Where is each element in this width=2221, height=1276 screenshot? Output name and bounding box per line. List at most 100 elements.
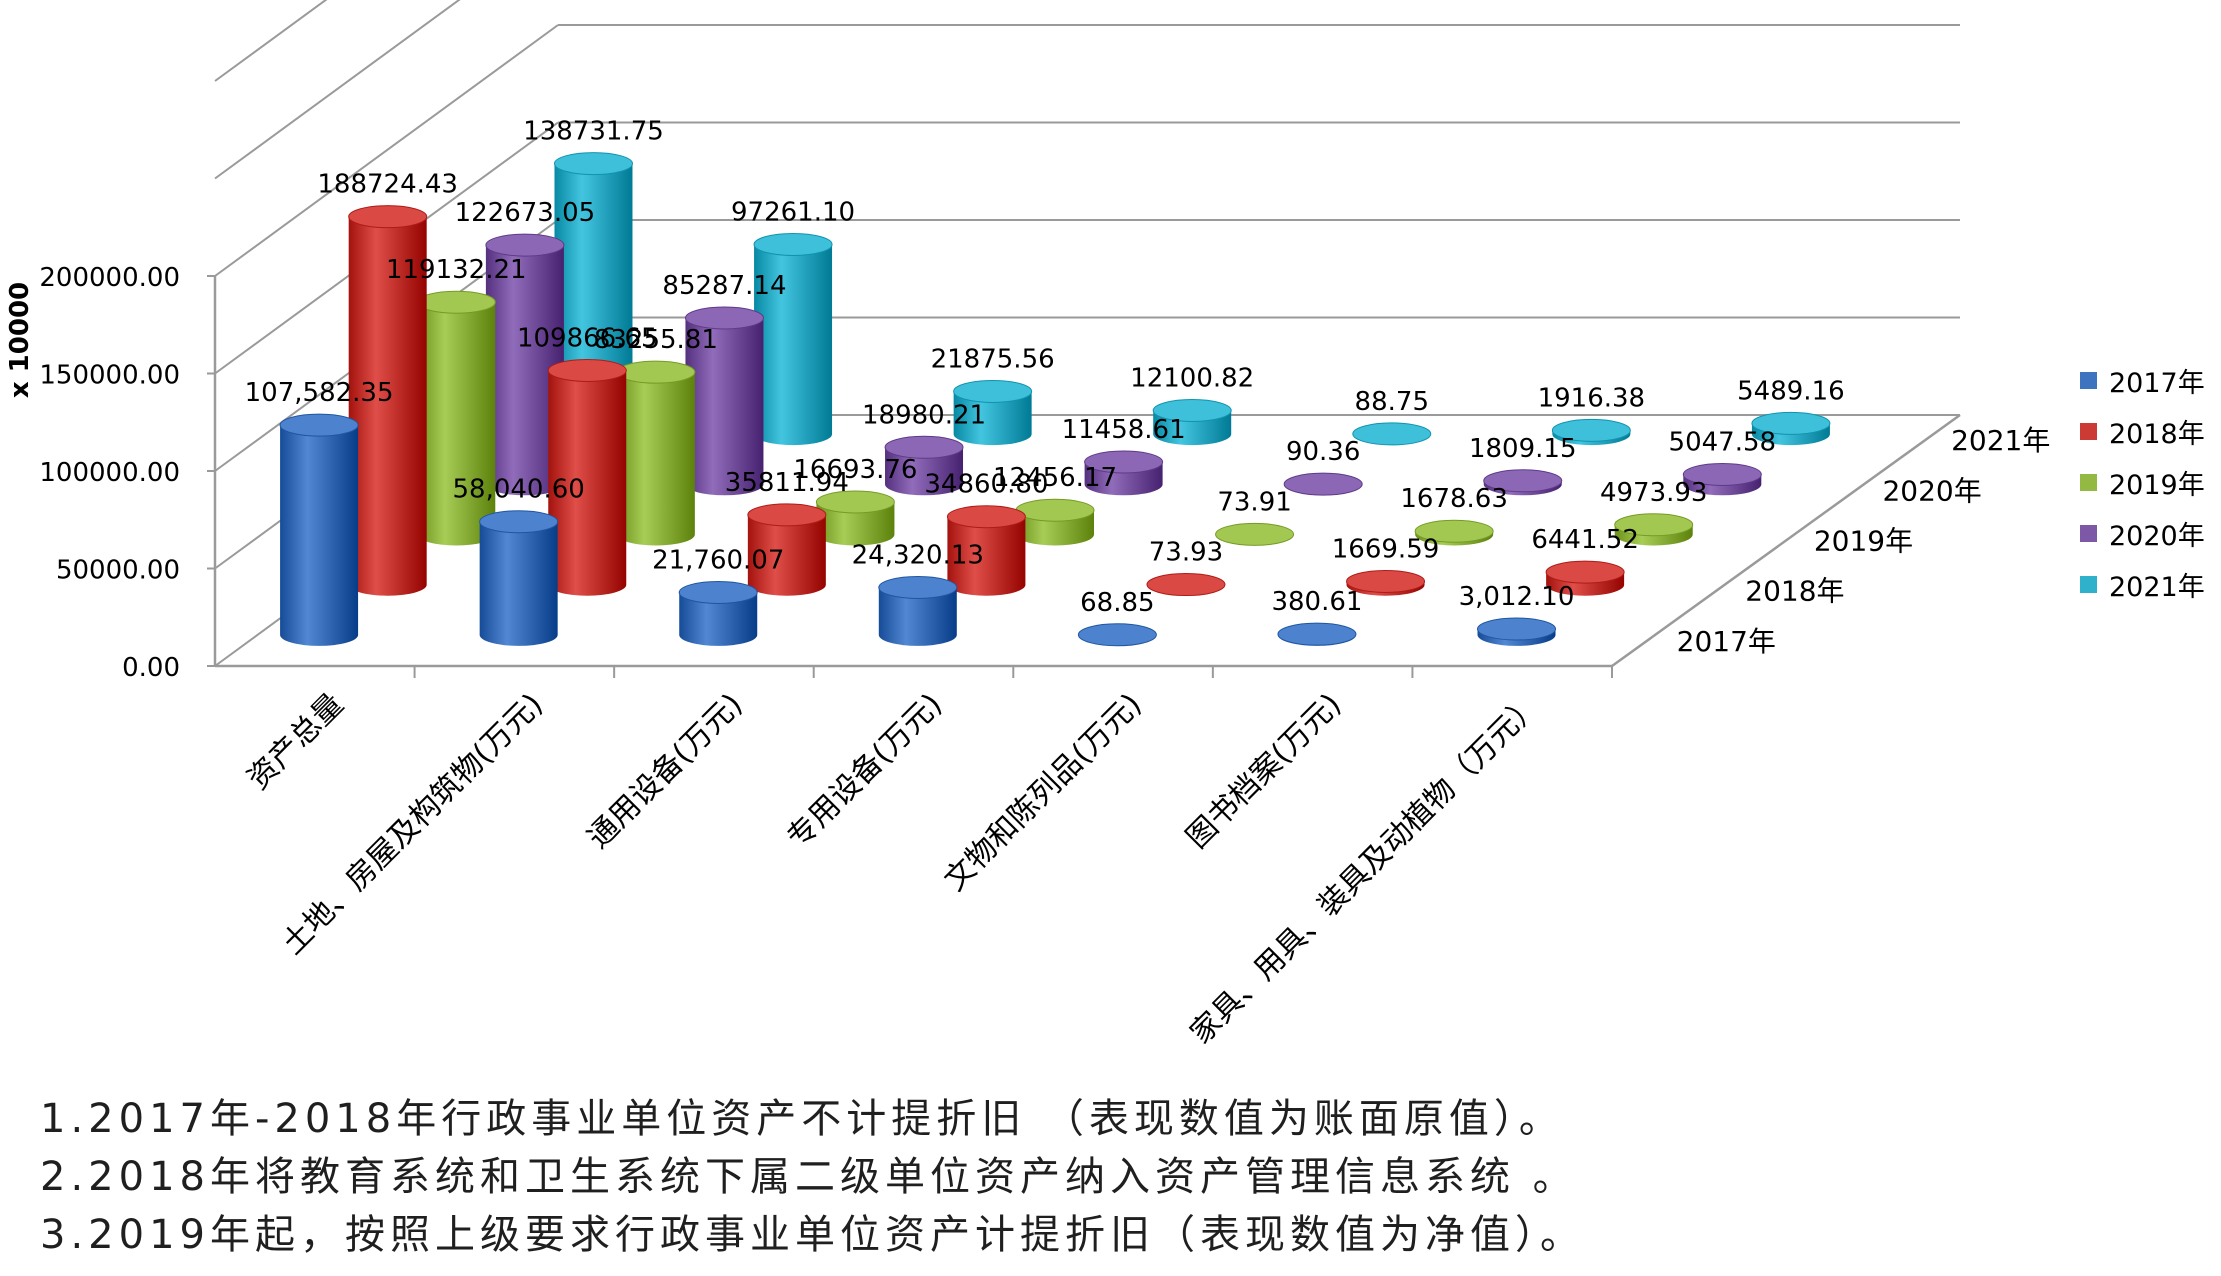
bar-2019年-3: [1015, 498, 1095, 546]
bar-body: [417, 302, 496, 546]
bar-2019年-0: [416, 290, 496, 546]
legend-label: 2019年: [2109, 470, 2205, 501]
y-axis-title: x 10000: [5, 282, 35, 398]
bar-body: [479, 521, 558, 646]
bar-2018年-5: [1346, 569, 1426, 596]
bar-2018年-3: [946, 505, 1026, 596]
bar-body: [947, 516, 1026, 596]
floor-right-edge: [1611, 413, 1961, 668]
bar-2017年-5: [1277, 622, 1357, 646]
data-label: 34860.80: [924, 470, 1048, 500]
chart-labels: 138731.75 97261.10 21875.56 12100.82 88.75 19…: [245, 117, 1845, 618]
bar-body: [348, 216, 427, 596]
bar-2020年-3: [1084, 450, 1164, 496]
data-label: 21,760.07: [652, 545, 784, 575]
bar-2021年-1: [753, 232, 833, 446]
bar-body: [878, 587, 957, 646]
bar-top: [1346, 569, 1426, 593]
bar-top: [747, 503, 827, 527]
bar-body: [747, 514, 826, 596]
depth-tick-label: 2021年: [1951, 424, 2050, 457]
data-label: 16693.76: [793, 455, 917, 485]
legend: 2017年 2018年 2019年 2020年 2021年: [2080, 355, 2205, 610]
data-label: 122673.05: [455, 198, 596, 228]
bar-2019年-2: [815, 490, 895, 546]
legend-item: 2021年: [2080, 559, 2205, 610]
bar-body: [754, 244, 833, 446]
bar-2020年-1: [684, 306, 764, 496]
bar-top: [884, 435, 964, 459]
bar-top: [1352, 422, 1432, 446]
depth-tick-label: 2020年: [1882, 474, 1981, 507]
depth-tick-label: 2017年: [1677, 625, 1776, 658]
data-label: 18980.21: [862, 400, 986, 430]
bar-top: [946, 505, 1026, 529]
bar-2018年-6: [1545, 560, 1625, 596]
legend-swatch: [2080, 423, 2097, 440]
bar-body: [885, 447, 964, 496]
bar-body: [953, 391, 1032, 446]
bar-2021年-5: [1551, 418, 1631, 446]
bar-2018年-2: [747, 503, 827, 596]
data-label: 73.91: [1217, 487, 1291, 517]
legend-label: 2018年: [2109, 419, 2205, 450]
bar-top: [953, 379, 1033, 403]
bar-top: [348, 205, 428, 229]
bar-2021年-3: [1152, 399, 1232, 446]
data-label: 24,320.13: [852, 540, 984, 570]
bar-2019年-4: [1215, 522, 1295, 546]
legend-item: 2018年: [2080, 406, 2205, 457]
footnote-1: 1.2017年-2018年行政事业单位资产不计提折旧 （表现数值为账面原值）。: [40, 1096, 1564, 1142]
bar-2020年-4: [1283, 472, 1363, 496]
y-tick-label: 0.00: [122, 653, 180, 683]
bar-top: [1682, 462, 1762, 486]
bar-2017年-0: [279, 413, 359, 646]
gridline-side: [214, 0, 328, 82]
bar-2020年-6: [1682, 462, 1762, 496]
bar-top: [1751, 411, 1831, 435]
gridline-side: [214, 24, 559, 277]
bar-2017年-2: [678, 580, 758, 646]
data-label: 68.85: [1080, 588, 1154, 618]
x-tick-label: 文物和陈列品(万元): [938, 687, 1149, 898]
bar-top: [553, 152, 633, 176]
bar-2018年-0: [348, 205, 428, 596]
legend-swatch: [2080, 474, 2097, 491]
bar-top: [1551, 418, 1631, 442]
x-tick-label: 图书档案(万元): [1180, 687, 1349, 856]
bar-top: [753, 232, 833, 256]
legend-label: 2021年: [2109, 572, 2205, 603]
bar-top: [878, 575, 958, 599]
depth-tick-label: 2018年: [1745, 575, 1844, 608]
bar-top: [1015, 498, 1095, 522]
bar-body: [485, 245, 564, 496]
bar-top: [1483, 469, 1563, 493]
data-label: 58,040.60: [452, 475, 584, 505]
data-label: 12456.17: [993, 463, 1117, 493]
footnotes: 1.2017年-2018年行政事业单位资产不计提折旧 （表现数值为账面原值）。 …: [40, 1090, 2190, 1264]
bar-2018年-1: [547, 358, 627, 596]
y-tick-label: 50000.00: [56, 556, 180, 586]
bar-body: [280, 425, 359, 646]
legend-swatch: [2080, 525, 2097, 542]
data-label: 88.75: [1355, 387, 1429, 417]
data-label: 1809.15: [1469, 434, 1577, 464]
chart-bars: [279, 152, 1831, 647]
data-label: 4973.93: [1600, 478, 1708, 508]
legend-label: 2020年: [2109, 521, 2205, 552]
footnote-3: 3.2019年起，按照上级要求行政事业单位资产计提折旧（表现数值为净值）。: [40, 1212, 1585, 1258]
bar-2017年-6: [1477, 617, 1557, 646]
y-tick-label: 200000.00: [39, 263, 180, 293]
bar-2020年-5: [1483, 469, 1563, 496]
data-label: 90.36: [1286, 437, 1360, 467]
bar-top: [1146, 573, 1226, 597]
data-label: 1916.38: [1538, 383, 1646, 413]
data-label: 109866.65: [517, 323, 658, 353]
y-tick-label: 150000.00: [39, 361, 180, 391]
x-tick-label: 家具、用具、装具及动植物（万元）: [1184, 687, 1548, 1051]
bar-2017年-4: [1077, 623, 1157, 647]
x-tick-label: 通用设备(万元): [581, 687, 750, 856]
data-label: 107,582.35: [245, 378, 394, 408]
legend-swatch: [2080, 576, 2097, 593]
bar-top: [416, 290, 496, 314]
